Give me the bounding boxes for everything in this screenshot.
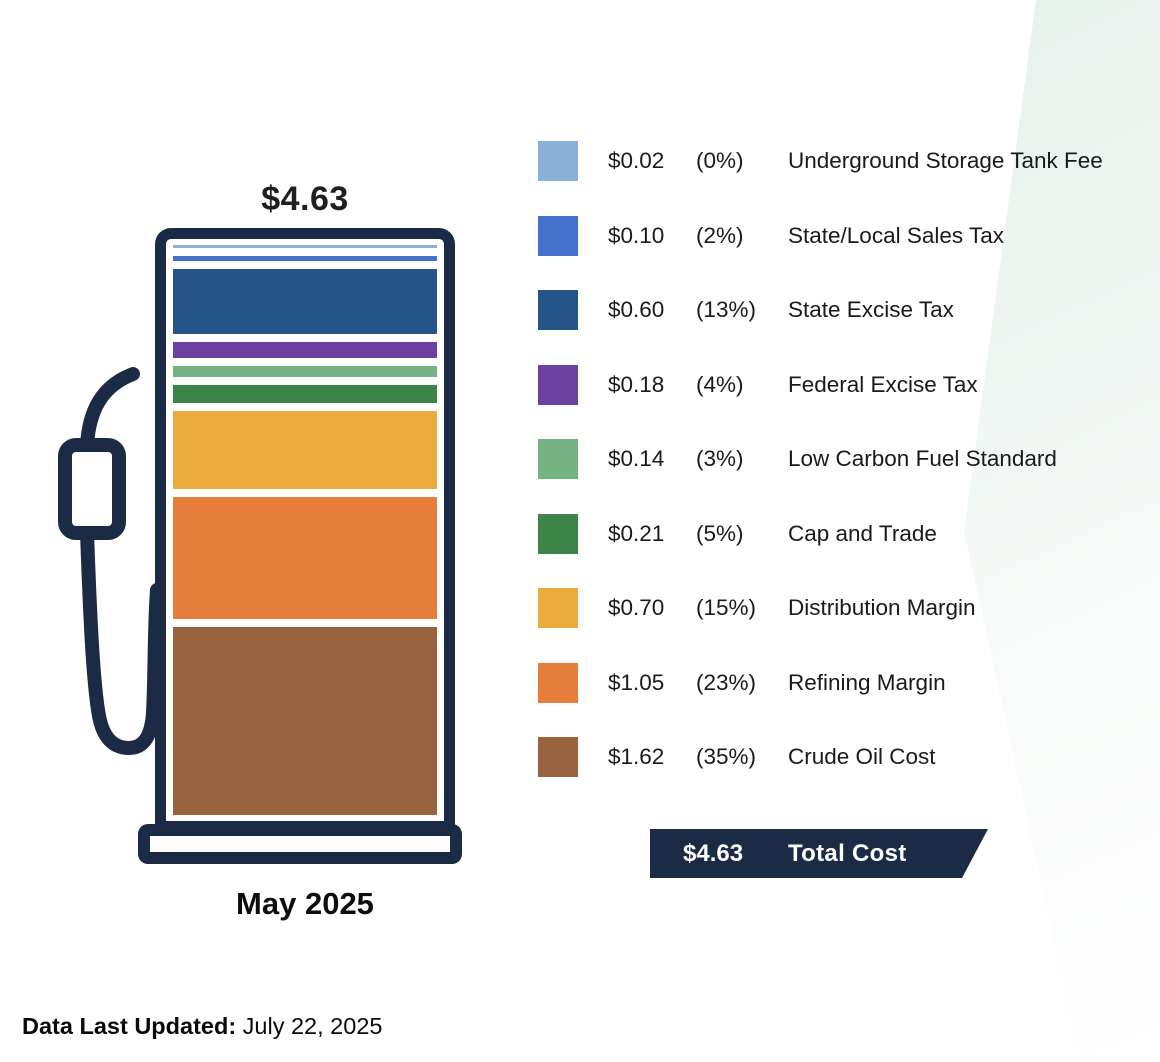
legend: $0.02 (0%) Underground Storage Tank Fee $0.…: [538, 141, 1103, 777]
total-cost-banner: $4.63 Total Cost: [650, 829, 988, 878]
legend-percent: (15%): [696, 595, 757, 620]
legend-row-state-local-sales-tax: $0.10 (2%) State/Local Sales Tax: [538, 215, 1103, 256]
legend-row-low-carbon-fuel-standard: $0.14 (3%) Low Carbon Fuel Standard: [538, 439, 1103, 479]
legend-label: Underground Storage Tank Fee: [788, 148, 1103, 173]
legend-swatch: [538, 215, 578, 256]
legend-percent: (4%): [696, 371, 744, 397]
pump-segment-underground-storage-tank-fee: [173, 245, 437, 248]
legend-label: State Excise Tax: [788, 297, 954, 322]
legend-swatch: [538, 737, 578, 777]
legend-label: Distribution Margin: [788, 595, 976, 620]
legend-label: Crude Oil Cost: [788, 744, 936, 769]
legend-label: Low Carbon Fuel Standard: [788, 446, 1057, 471]
legend-value: $0.21: [608, 520, 665, 546]
legend-row-cap-and-trade: $0.21 (5%) Cap and Trade: [538, 513, 1103, 554]
legend-row-underground-storage-tank-fee: $0.02 (0%) Underground Storage Tank Fee: [538, 141, 1103, 181]
pump-segment-distribution-margin: [173, 411, 437, 489]
legend-row-refining-margin: $1.05 (23%) Refining Margin: [538, 662, 1103, 703]
pump-segment-federal-excise-tax: [173, 342, 437, 358]
legend-value: $0.10: [608, 222, 665, 248]
data-last-updated: Data Last Updated: July 22, 2025: [22, 1013, 382, 1040]
legend-value: $0.14: [608, 446, 665, 471]
total-cost-value: $4.63: [683, 839, 744, 867]
total-cost-label: Total Cost: [788, 839, 907, 867]
gas-nozzle-icon: [58, 367, 164, 756]
month-label: May 2025: [236, 886, 374, 921]
legend-percent: (3%): [696, 446, 744, 471]
pump-base: [138, 824, 462, 864]
legend-value: $0.18: [608, 371, 665, 397]
pump-segment-cap-and-trade: [173, 385, 437, 403]
legend-label: Federal Excise Tax: [788, 371, 978, 397]
legend-label: Refining Margin: [788, 669, 946, 695]
legend-percent: (23%): [696, 669, 757, 695]
legend-value: $0.70: [608, 595, 665, 620]
legend-swatch: [538, 662, 578, 703]
legend-percent: (0%): [696, 148, 744, 173]
legend-row-federal-excise-tax: $0.18 (4%) Federal Excise Tax: [538, 364, 1103, 405]
legend-row-state-excise-tax: $0.60 (13%) State Excise Tax: [538, 290, 1103, 330]
legend-value: $0.60: [608, 297, 665, 322]
legend-swatch: [538, 141, 578, 181]
legend-swatch: [538, 439, 578, 479]
legend-row-distribution-margin: $0.70 (15%) Distribution Margin: [538, 588, 1103, 628]
legend-row-crude-oil-cost: $1.62 (35%) Crude Oil Cost: [538, 737, 1103, 777]
legend-percent: (5%): [696, 520, 744, 546]
data-last-updated-date: July 22, 2025: [236, 1013, 383, 1039]
legend-percent: (35%): [696, 744, 757, 769]
pump-segment-crude-oil-cost: [173, 627, 437, 815]
data-last-updated-prefix: Data Last Updated:: [22, 1013, 237, 1039]
legend-value: $0.02: [608, 148, 665, 173]
legend-value: $1.62: [608, 744, 665, 769]
pump-segments: [173, 245, 437, 815]
legend-swatch: [538, 588, 578, 628]
pump-segment-low-carbon-fuel-standard: [173, 366, 437, 377]
pump-body: [155, 228, 455, 832]
legend-swatch: [538, 513, 578, 554]
pump-segment-refining-margin: [173, 497, 437, 619]
legend-percent: (13%): [696, 297, 757, 322]
legend-label: Cap and Trade: [788, 520, 937, 546]
legend-label: State/Local Sales Tax: [788, 222, 1004, 248]
legend-percent: (2%): [696, 222, 744, 248]
pump-total-price: $4.63: [261, 180, 349, 218]
legend-swatch: [538, 364, 578, 405]
legend-value: $1.05: [608, 669, 665, 695]
pump-segment-state-excise-tax: [173, 269, 437, 334]
legend-swatch: [538, 290, 578, 330]
pump-segment-state-local-sales-tax: [173, 256, 437, 261]
